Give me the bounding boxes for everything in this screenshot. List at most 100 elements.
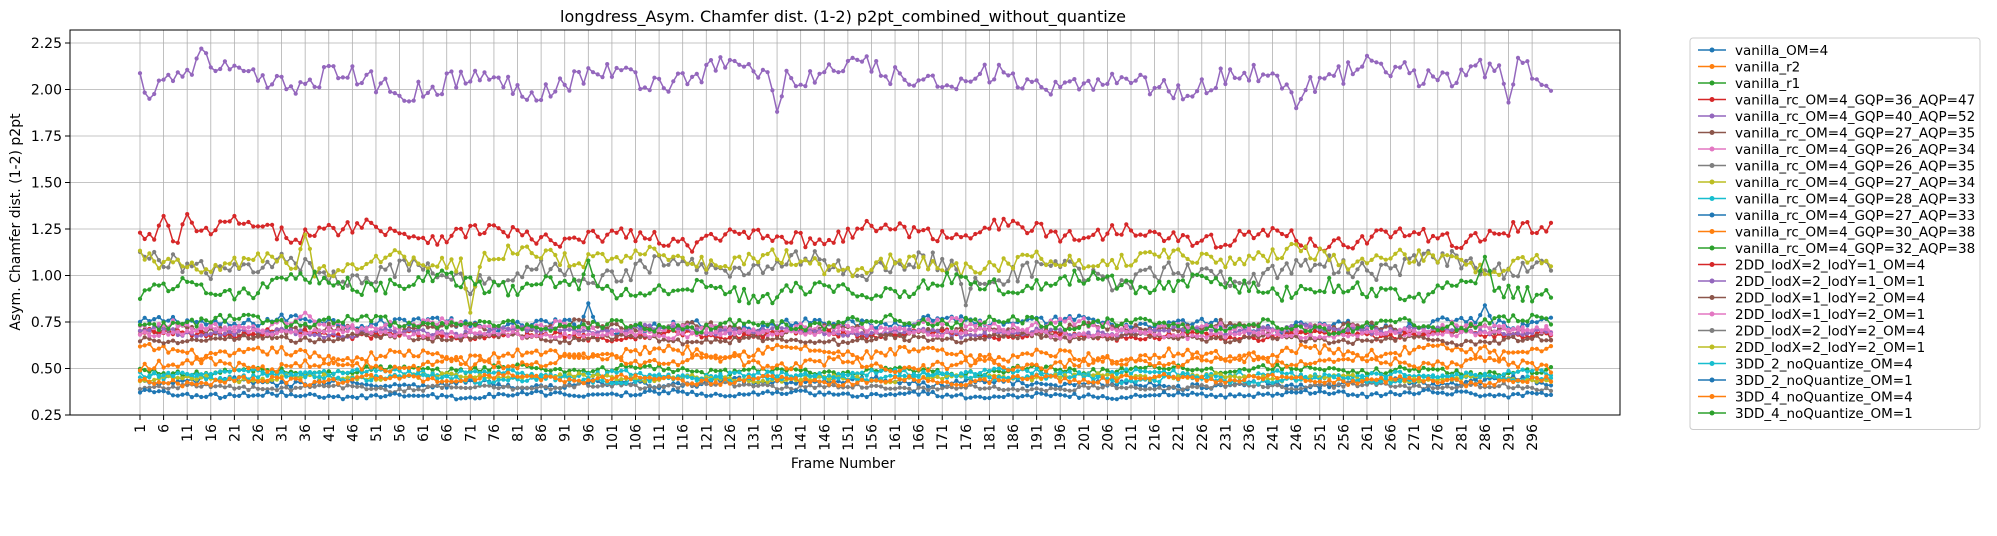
data-point	[572, 335, 577, 340]
data-point	[723, 232, 728, 237]
data-point	[944, 367, 950, 372]
data-point	[1072, 317, 1077, 322]
data-point	[1237, 339, 1242, 344]
data-point	[869, 338, 874, 343]
data-point	[963, 369, 968, 375]
data-point	[232, 255, 237, 260]
data-point	[723, 292, 728, 297]
data-point	[1374, 366, 1379, 371]
data-point	[1336, 327, 1341, 332]
data-point	[435, 272, 440, 277]
data-point	[897, 381, 902, 386]
data-point	[373, 363, 379, 368]
data-point	[1176, 247, 1181, 252]
data-point	[411, 363, 416, 368]
data-point	[831, 357, 836, 362]
data-point	[666, 243, 671, 248]
data-point	[303, 348, 308, 354]
data-point	[1464, 358, 1469, 363]
data-point	[1044, 262, 1049, 268]
data-point	[402, 317, 407, 322]
data-point	[1180, 318, 1185, 323]
data-point	[1520, 332, 1525, 337]
data-point	[704, 62, 709, 68]
data-point	[1053, 367, 1058, 372]
data-point	[307, 355, 312, 360]
data-point	[959, 335, 964, 340]
data-point	[378, 330, 383, 335]
data-point	[557, 334, 563, 339]
data-point	[222, 327, 227, 332]
data-point	[1412, 253, 1417, 258]
data-point	[1110, 336, 1115, 341]
data-point	[661, 288, 666, 293]
data-point	[624, 368, 629, 373]
data-point	[817, 237, 822, 242]
data-point	[331, 361, 336, 366]
data-point	[397, 258, 402, 263]
data-point	[359, 370, 364, 375]
data-point	[784, 317, 789, 322]
data-point	[1242, 367, 1247, 372]
data-point	[543, 363, 548, 368]
data-point	[1251, 280, 1256, 285]
data-point	[718, 368, 723, 374]
data-point	[855, 338, 860, 343]
data-point	[661, 368, 666, 373]
data-point	[1393, 251, 1398, 256]
data-point	[812, 241, 817, 246]
data-point	[760, 253, 766, 258]
data-point	[1209, 232, 1214, 237]
data-point	[916, 285, 921, 290]
data-point	[1157, 254, 1162, 259]
data-point	[581, 351, 586, 356]
data-point	[633, 239, 638, 244]
data-point	[675, 239, 681, 244]
data-point	[817, 261, 822, 267]
data-point	[1086, 235, 1091, 240]
data-point	[926, 226, 931, 231]
data-point	[959, 314, 964, 319]
data-point	[543, 232, 548, 237]
data-point	[293, 340, 298, 345]
data-point	[741, 335, 747, 340]
data-point	[265, 332, 270, 337]
data-point	[1383, 336, 1388, 341]
data-point	[199, 338, 204, 343]
series-markers	[137, 248, 1554, 308]
data-point	[793, 345, 799, 350]
data-point	[940, 328, 945, 333]
data-point	[331, 274, 336, 279]
data-point	[935, 359, 940, 364]
data-point	[430, 352, 435, 357]
data-point	[1124, 367, 1129, 372]
data-point	[553, 367, 558, 372]
data-point	[1218, 282, 1223, 287]
data-point	[1497, 359, 1502, 364]
data-point	[1331, 340, 1336, 345]
data-point	[1195, 272, 1200, 277]
data-point	[213, 68, 218, 74]
data-point	[624, 364, 629, 369]
data-point	[977, 371, 983, 376]
data-point	[388, 384, 393, 389]
data-point	[496, 256, 501, 262]
data-point	[487, 289, 492, 294]
data-point	[477, 264, 482, 270]
data-point	[326, 369, 331, 374]
data-point	[567, 335, 572, 340]
data-point	[218, 322, 223, 327]
data-point	[1213, 374, 1218, 379]
data-point	[336, 357, 341, 362]
data-point	[487, 328, 492, 333]
data-point	[1435, 337, 1440, 342]
data-point	[449, 337, 454, 342]
data-point	[1284, 371, 1289, 376]
data-point	[1152, 352, 1157, 357]
data-point	[137, 339, 143, 344]
data-point	[260, 364, 265, 369]
data-point	[298, 333, 303, 339]
data-point	[760, 339, 766, 344]
data-point	[1393, 64, 1398, 69]
